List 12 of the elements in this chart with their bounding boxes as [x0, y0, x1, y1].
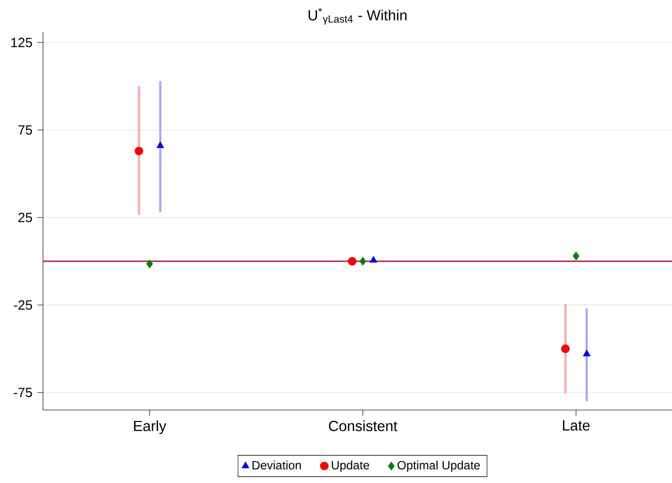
x-tick-label: Late: [562, 420, 590, 431]
y-tick-label: 125: [11, 38, 32, 48]
y-tick-label: 25: [18, 212, 32, 222]
legend-label: Deviation: [252, 460, 301, 470]
y-tick-label: -25: [14, 300, 32, 310]
chart-title: U$^{*}$$_{γLast4}$ - Within: [308, 8, 406, 25]
legend-label: Update: [332, 460, 370, 472]
y-tick-label: -75: [14, 388, 32, 398]
x-tick-label: Early: [134, 420, 166, 434]
x-tick-label: Consistent: [328, 420, 398, 432]
legend-label: Optimal Update: [398, 460, 480, 472]
y-tick-label: 75: [18, 125, 32, 135]
